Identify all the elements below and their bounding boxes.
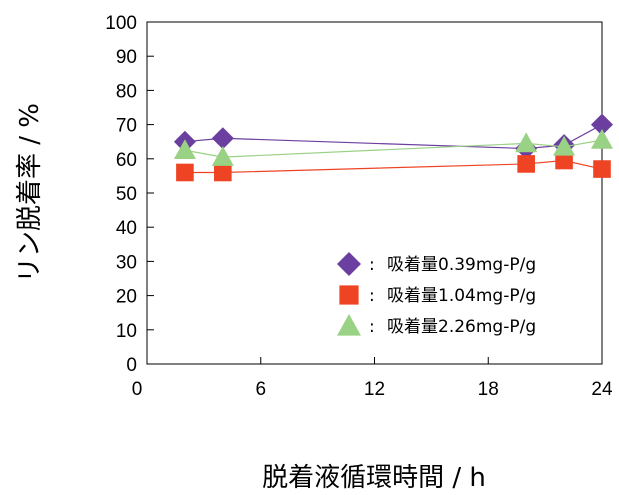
y-tick-label: 80 [116, 81, 137, 102]
legend-marker-square [339, 285, 359, 305]
y-tick-label: 90 [116, 47, 137, 68]
data-point [214, 163, 232, 182]
legend-marker-diamond [337, 252, 361, 276]
x-tick-label: 12 [364, 379, 385, 400]
x-tick-label: 0 [132, 379, 143, 400]
x-axis-title: 脱着液循環時間 / h [262, 463, 486, 493]
data-point [176, 163, 194, 182]
y-tick-label: 0 [126, 355, 137, 376]
legend: : 吸着量0.39mg-P/g: 吸着量1.04mg-P/g: 吸着量2.26mg-P… [337, 252, 536, 337]
legend-item: : 吸着量0.39mg-P/g [337, 252, 536, 276]
data-point [211, 127, 234, 150]
data-point [515, 132, 538, 153]
series-3 [173, 128, 613, 166]
y-tick-label: 50 [116, 184, 137, 205]
y-tick-label: 70 [116, 116, 137, 137]
series-2 [176, 151, 611, 182]
data-point [553, 135, 576, 156]
legend-marker-triangle [337, 314, 361, 336]
legend-label: 吸着量2.26mg-P/g [387, 317, 536, 337]
axis-ticks: 0 10 20 30 40 50 60 70 80 90 100 0 6 12 18 24 [105, 13, 613, 400]
y-axis-title: リン脱着率 / % [15, 103, 45, 283]
x-tick-label: 24 [591, 379, 613, 400]
data-point [173, 139, 196, 160]
legend-item: : 吸着量2.26mg-P/g [337, 314, 536, 337]
data-point [593, 160, 611, 178]
data-point [591, 128, 613, 149]
series-group [173, 113, 613, 182]
x-tick-label: 6 [255, 379, 266, 400]
legend-item: : 吸着量1.04mg-P/g [339, 285, 536, 306]
legend-label: 吸着量1.04mg-P/g [387, 286, 536, 306]
y-tick-label: 100 [105, 13, 137, 34]
x-tick-label: 18 [478, 379, 499, 400]
data-point [555, 151, 573, 170]
legend-label: 吸着量0.39mg-P/g [387, 255, 536, 275]
y-tick-label: 20 [116, 287, 137, 308]
data-point [211, 146, 234, 166]
plot-area [146, 21, 603, 365]
y-tick-label: 60 [116, 150, 137, 171]
data-point [591, 113, 613, 136]
legend-separator: : [369, 317, 375, 337]
y-tick-label: 40 [116, 218, 137, 239]
legend-separator: : [369, 286, 375, 306]
legend-separator: : [369, 255, 375, 275]
y-tick-label: 10 [116, 321, 137, 342]
data-point [517, 155, 535, 173]
y-tick-label: 30 [116, 252, 137, 273]
